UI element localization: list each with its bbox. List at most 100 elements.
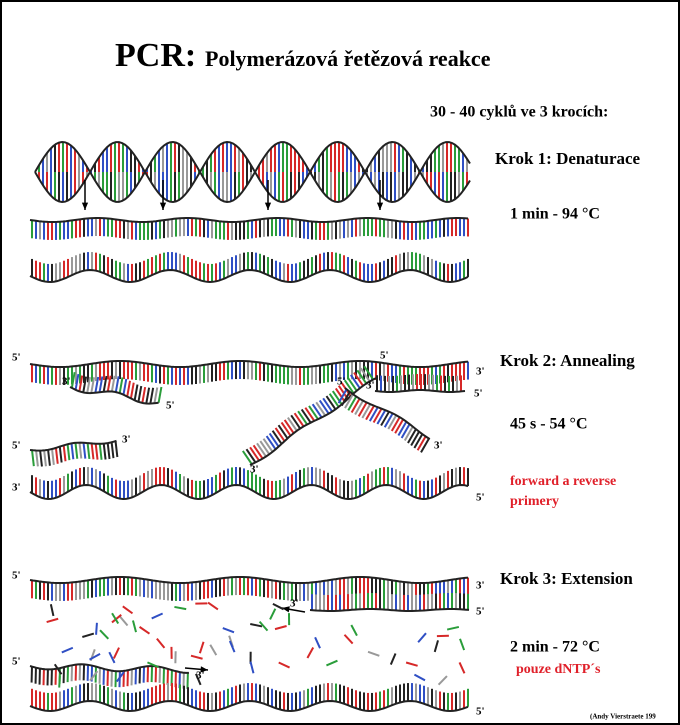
base [82, 442, 87, 459]
title-short: PCR: [115, 37, 196, 74]
nucleotide [272, 602, 285, 611]
base [110, 442, 115, 459]
strand-end-label: 5' [380, 350, 389, 362]
base [343, 379, 355, 394]
nucleotide [326, 659, 338, 667]
base [363, 365, 375, 381]
strand-end-label: 3' [250, 464, 259, 476]
nucleotide [147, 661, 159, 669]
base [90, 377, 96, 394]
nucleotide [131, 620, 137, 633]
step-condition: 45 s - 54 °C [510, 416, 588, 433]
base [98, 443, 103, 460]
base [102, 443, 107, 460]
nucleotide [458, 662, 466, 674]
backbone [34, 140, 471, 204]
strand-end-label: 5' [476, 492, 485, 504]
nucleotide [156, 637, 166, 649]
nucleotide [49, 604, 55, 617]
base [410, 431, 420, 447]
base [145, 387, 151, 404]
strand-end-label: 5' [476, 606, 485, 618]
step-condition: 1 min - 94 °C [510, 206, 600, 223]
step-title: Krok 3: Extension [500, 569, 633, 588]
backbone [29, 663, 189, 674]
nucleotide [405, 661, 418, 667]
nucleotide [250, 623, 263, 628]
strand-end-label: 5' [337, 376, 346, 388]
base [94, 443, 99, 460]
step-title: Krok 2: Annealing [500, 351, 635, 370]
base [133, 384, 139, 401]
base [94, 376, 100, 393]
nucleotide [209, 644, 218, 656]
base [359, 367, 371, 383]
nucleotide [258, 620, 269, 632]
base [337, 388, 348, 404]
nucleotide [61, 646, 74, 654]
base [350, 398, 361, 414]
strand-end-label: 5' [166, 400, 175, 412]
base [262, 438, 274, 453]
nucleotide [89, 652, 101, 661]
base [347, 396, 358, 411]
base [102, 375, 108, 392]
base [308, 405, 319, 420]
nucleotide [111, 614, 122, 624]
subtitle: 30 - 40 cyklů ve 3 krocích: [430, 104, 608, 121]
base [354, 400, 364, 416]
nucleotide [53, 663, 63, 675]
base [51, 448, 55, 466]
base [328, 393, 340, 408]
base [149, 387, 155, 404]
step-note: forward a reverse [510, 474, 616, 489]
base [322, 397, 333, 413]
base [315, 401, 327, 417]
base [293, 412, 305, 427]
strand-end-label: 5' [12, 352, 21, 364]
base [74, 373, 80, 390]
base [70, 372, 76, 389]
base [82, 376, 88, 393]
base [141, 386, 147, 404]
base [334, 387, 346, 403]
nucleotide [119, 615, 129, 627]
arrow-head [282, 606, 290, 613]
nucleotide [417, 632, 427, 643]
base [274, 427, 286, 442]
strand-end-label: 3' [476, 580, 485, 592]
base [129, 382, 135, 399]
base [283, 419, 295, 434]
step-condition: 2 min - 72 °C [510, 639, 600, 656]
base [353, 371, 364, 387]
nucleotide [95, 622, 98, 635]
base [356, 369, 368, 385]
base [54, 447, 59, 464]
base [114, 440, 119, 458]
dna-strands [29, 140, 471, 713]
base [280, 421, 292, 437]
base [90, 443, 95, 460]
nucleotide [151, 612, 164, 620]
backbone [29, 360, 469, 368]
base [271, 430, 283, 445]
strand-end-label: 3' [290, 598, 299, 610]
strand-end-label: 3' [62, 376, 71, 388]
nucleotide [350, 624, 358, 637]
base [376, 409, 387, 425]
base [86, 377, 92, 394]
base [300, 408, 312, 424]
base [249, 446, 260, 462]
strand-end-label: 3' [122, 434, 131, 446]
nucleotide [269, 608, 277, 620]
base [372, 408, 383, 424]
base [380, 411, 390, 427]
nucleotide [389, 653, 397, 665]
nucleotide [190, 654, 203, 660]
nucleotide [343, 634, 354, 645]
step-note: primery [510, 494, 559, 509]
credit: (Andy Vierstraete 199 [590, 713, 656, 721]
base [78, 375, 84, 392]
base [39, 450, 43, 467]
